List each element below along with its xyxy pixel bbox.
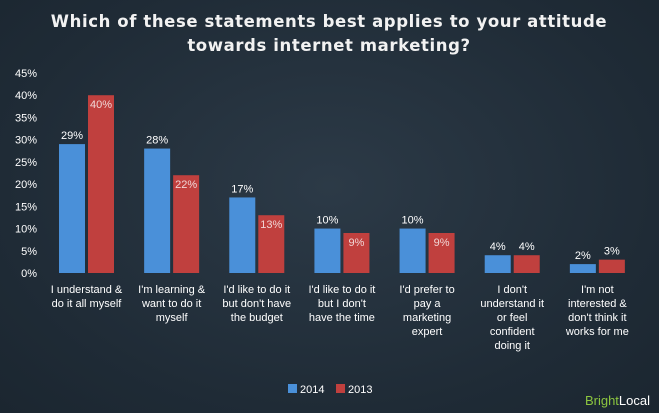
data-label-2013: 9% xyxy=(348,237,364,249)
bar-2014 xyxy=(229,197,256,273)
brand-local-text: Local xyxy=(619,393,650,408)
brand-bright-text: Bright xyxy=(585,393,619,408)
svg-text:BrightLocal: BrightLocal xyxy=(585,393,650,408)
data-label-2013: 3% xyxy=(604,246,620,258)
legend: 2014 2013 xyxy=(288,384,372,396)
x-category-label: I'd like to do it but don't have the budge… xyxy=(222,284,291,324)
legend-swatch-2014 xyxy=(288,384,297,393)
data-label-2014: 10% xyxy=(402,215,424,227)
legend-label-2014: 2014 xyxy=(300,384,324,396)
data-label-2013: 9% xyxy=(434,237,450,249)
y-tick-label: 30% xyxy=(15,135,37,147)
bar-2013 xyxy=(343,233,370,273)
bar-2013 xyxy=(598,259,625,273)
bar-2014 xyxy=(484,255,511,273)
data-label-2014: 17% xyxy=(231,183,253,195)
x-axis: I understand & do it all myself I'm learni… xyxy=(51,284,629,352)
bar-2013 xyxy=(173,175,200,273)
bar-2014 xyxy=(569,264,596,273)
data-label-2013: 22% xyxy=(175,179,197,191)
bar-2013 xyxy=(88,95,114,273)
y-tick-label: 15% xyxy=(15,201,37,213)
y-axis: 0% 5% 10% 15% 20% 25% 30% 35% 40% 45% xyxy=(15,68,37,280)
bars: 29% 40% 28% 22% 17% 13% 10% 9% 10% 9% 4% 4% 2% 3% xyxy=(59,95,625,273)
chart-title-line-1: Which of these statements best applies t… xyxy=(51,12,607,31)
data-label-2013: 40% xyxy=(90,99,112,111)
bar-2014 xyxy=(144,148,171,273)
y-tick-label: 35% xyxy=(15,112,37,124)
bar-2013 xyxy=(513,255,540,273)
bar-2013 xyxy=(258,215,285,273)
x-category-label: I'd like to do it but I don't have the tim… xyxy=(308,284,375,324)
data-label-2014: 2% xyxy=(575,250,591,262)
data-label-2013: 13% xyxy=(260,219,282,231)
chart-title-line-2: towards internet marketing? xyxy=(187,36,470,55)
x-category-label: I'd prefer to pay a marketing expert xyxy=(399,284,454,338)
legend-label-2013: 2013 xyxy=(348,384,372,396)
x-category-label: I'm learning & want to do it myself xyxy=(138,284,206,324)
y-tick-label: 20% xyxy=(15,179,37,191)
brightlocal-logo: BrightLocal xyxy=(585,393,650,408)
data-label-2014: 10% xyxy=(316,215,338,227)
data-label-2014: 29% xyxy=(61,130,83,142)
y-tick-label: 25% xyxy=(15,157,37,169)
y-tick-label: 40% xyxy=(15,90,37,102)
data-label-2014: 4% xyxy=(490,241,506,253)
data-label-2014: 28% xyxy=(146,135,168,147)
x-category-label: I'm not interested & don't think it works f… xyxy=(565,284,629,338)
y-tick-label: 0% xyxy=(21,268,37,280)
bar-2013 xyxy=(428,233,455,273)
data-label-2013: 4% xyxy=(519,241,535,253)
bar-2014 xyxy=(399,228,426,273)
bar-2014 xyxy=(314,228,341,273)
y-tick-label: 45% xyxy=(15,68,37,80)
y-tick-label: 10% xyxy=(15,224,37,236)
legend-swatch-2013 xyxy=(336,384,345,393)
x-category-label: I understand & do it all myself xyxy=(51,284,123,310)
x-category-label: I don't understand it or feel confident doin… xyxy=(480,284,544,352)
bar-2014 xyxy=(59,144,85,273)
y-tick-label: 5% xyxy=(21,246,37,258)
